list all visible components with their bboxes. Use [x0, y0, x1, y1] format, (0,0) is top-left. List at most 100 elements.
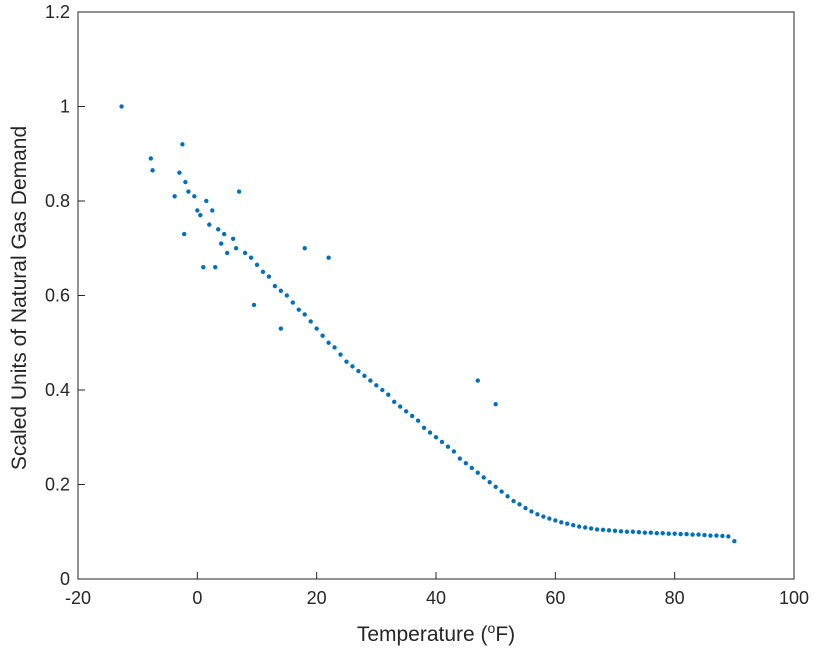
- y-tick-label: 0.8: [45, 191, 70, 211]
- x-tick-label: 40: [426, 588, 446, 608]
- data-point: [314, 326, 319, 331]
- data-point: [180, 142, 185, 147]
- data-point: [415, 418, 421, 423]
- x-tick-label: -20: [65, 588, 91, 608]
- data-point: [183, 179, 188, 185]
- data-point: [684, 531, 689, 537]
- data-point: [326, 255, 331, 260]
- data-point: [350, 364, 355, 369]
- plot-area-frame: [77, 11, 795, 580]
- x-axis-label: Temperature (oF): [357, 620, 515, 646]
- data-point: [726, 534, 731, 539]
- data-point: [439, 439, 445, 445]
- data-point: [553, 518, 558, 523]
- data-point: [708, 533, 713, 538]
- y-tick-label: 0: [60, 569, 70, 589]
- data-point: [612, 528, 618, 534]
- data-point: [606, 528, 612, 533]
- data-point: [150, 168, 155, 173]
- data-point: [475, 470, 480, 475]
- data-point: [230, 236, 236, 241]
- data-point: [198, 212, 203, 218]
- x-tick-label: 100: [779, 588, 809, 608]
- data-point: [213, 264, 218, 270]
- y-tick-label: 1: [60, 97, 70, 117]
- data-point: [308, 319, 313, 324]
- data-point: [186, 189, 191, 194]
- data-point: [148, 156, 153, 161]
- data-point: [409, 413, 415, 419]
- data-point: [588, 526, 594, 531]
- data-point: [236, 189, 242, 194]
- data-point: [577, 524, 582, 529]
- data-point: [720, 533, 725, 539]
- data-point: [600, 527, 606, 533]
- data-point: [499, 489, 504, 494]
- data-point: [660, 530, 665, 536]
- data-point: [320, 333, 325, 338]
- data-point: [654, 530, 659, 536]
- y-tick-label: 0.4: [45, 380, 70, 400]
- data-point: [541, 514, 546, 519]
- data-point: [192, 194, 197, 199]
- data-point: [696, 532, 701, 537]
- data-point: [216, 227, 221, 232]
- data-point: [403, 409, 409, 414]
- data-point: [535, 512, 540, 517]
- data-point: [233, 246, 239, 251]
- data-point: [624, 529, 630, 534]
- data-point: [302, 312, 307, 317]
- data-point: [433, 435, 439, 440]
- x-axis-label-superscript: o: [488, 620, 496, 636]
- data-point: [207, 222, 212, 227]
- data-point: [475, 378, 480, 383]
- x-axis-label-text: Temperature (: [357, 623, 488, 646]
- data-point: [374, 383, 379, 388]
- data-point: [714, 533, 719, 538]
- data-point: [642, 530, 648, 535]
- x-tick-label: 20: [307, 588, 327, 608]
- data-point: [248, 255, 254, 260]
- data-point: [493, 484, 498, 490]
- data-point: [547, 516, 552, 521]
- data-point: [251, 302, 257, 308]
- data-point: [177, 170, 182, 175]
- data-point: [565, 521, 570, 526]
- data-point: [493, 401, 498, 407]
- data-point: [523, 505, 528, 511]
- y-axis-label: Scaled Units of Natural Gas Demand: [8, 126, 31, 470]
- data-point: [344, 359, 349, 364]
- data-point: [386, 392, 391, 397]
- x-axis-label-suffix: F): [495, 623, 515, 646]
- data-point: [690, 532, 695, 537]
- data-point: [172, 194, 177, 199]
- data-point: [326, 340, 331, 345]
- y-tick-label: 0.2: [45, 475, 70, 495]
- scatter-points: [119, 104, 737, 544]
- y-tick-label: 0.6: [45, 286, 70, 306]
- data-point: [666, 531, 671, 536]
- data-point: [266, 274, 272, 279]
- data-point: [284, 293, 290, 298]
- data-point: [368, 378, 373, 383]
- data-point: [338, 352, 343, 357]
- data-point: [278, 326, 284, 331]
- data-point: [201, 264, 206, 270]
- data-point: [582, 525, 588, 530]
- data-point: [636, 530, 642, 535]
- data-point: [630, 529, 636, 534]
- data-point: [594, 527, 600, 532]
- data-point: [119, 104, 124, 109]
- data-point: [221, 231, 227, 237]
- data-point: [302, 246, 307, 251]
- data-point: [678, 531, 683, 537]
- data-point: [648, 530, 653, 535]
- data-point: [732, 539, 737, 544]
- data-point: [380, 387, 385, 393]
- data-point: [290, 300, 295, 305]
- x-tick-label: 0: [192, 588, 202, 608]
- data-point: [332, 345, 337, 350]
- data-point: [362, 373, 367, 379]
- data-point: [505, 494, 510, 499]
